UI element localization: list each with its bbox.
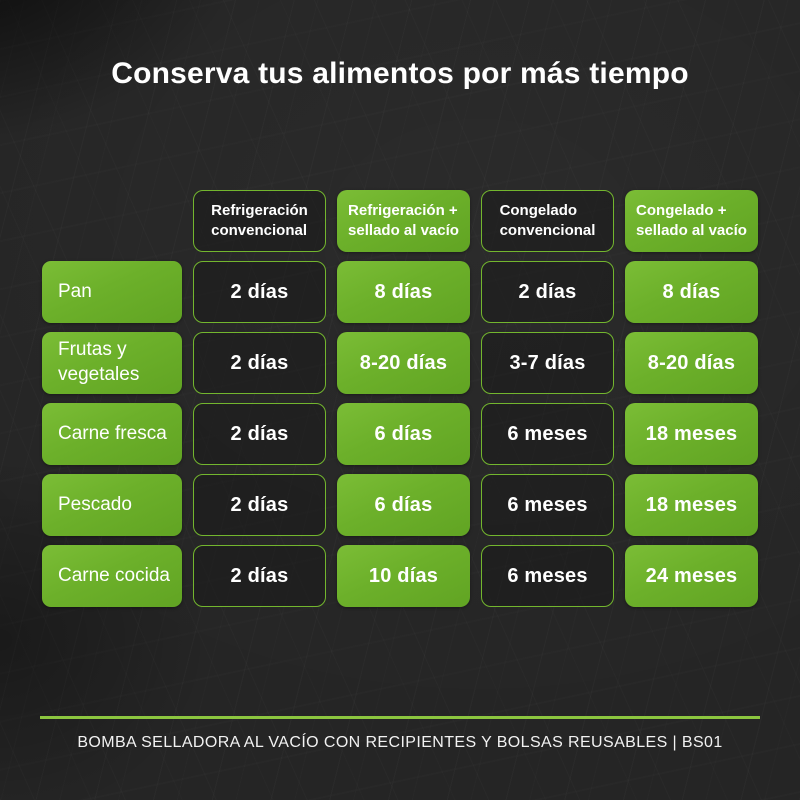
value-cell: 8-20 días xyxy=(625,332,758,394)
value-cell: 2 días xyxy=(481,261,614,323)
value-cell: 6 días xyxy=(337,403,470,465)
col-header-congelado-convencional: Congelado convencional xyxy=(481,190,614,252)
value-cell: 24 meses xyxy=(625,545,758,607)
value-cell: 6 meses xyxy=(481,545,614,607)
value-cell: 6 meses xyxy=(481,474,614,536)
value-cell: 8 días xyxy=(625,261,758,323)
footer-divider xyxy=(40,716,760,719)
value-cell: 2 días xyxy=(193,474,326,536)
col-header-refrigeracion-convencional: Refrigeración convencional xyxy=(193,190,326,252)
row-label-frutas-y-vegetales: Frutas y vegetales xyxy=(42,332,182,394)
value-cell: 6 días xyxy=(337,474,470,536)
col-header-congelado-sellado: Congelado + sellado al vacío xyxy=(625,190,758,252)
row-label-pescado: Pescado xyxy=(42,474,182,536)
value-cell: 10 días xyxy=(337,545,470,607)
col-header-text: Refrigeración + sellado al vacío xyxy=(348,201,459,239)
col-header-text: Congelado convencional xyxy=(499,201,596,239)
col-header-refrigeracion-sellado: Refrigeración + sellado al vacío xyxy=(337,190,470,252)
row-label-carne-fresca: Carne fresca xyxy=(42,403,182,465)
value-cell: 8-20 días xyxy=(337,332,470,394)
value-cell: 6 meses xyxy=(481,403,614,465)
value-cell: 2 días xyxy=(193,261,326,323)
row-label-pan: Pan xyxy=(42,261,182,323)
preservation-table: Refrigeración convencional Refrigeración… xyxy=(42,190,758,607)
col-header-text: Refrigeración convencional xyxy=(211,201,308,239)
col-header-text: Congelado + sellado al vacío xyxy=(636,201,747,239)
value-cell: 2 días xyxy=(193,545,326,607)
value-cell: 2 días xyxy=(193,403,326,465)
value-cell: 18 meses xyxy=(625,474,758,536)
footer-caption: BOMBA SELLADORA AL VACÍO CON RECIPIENTES… xyxy=(77,734,723,751)
value-cell: 8 días xyxy=(337,261,470,323)
value-cell: 2 días xyxy=(193,332,326,394)
value-cell: 3-7 días xyxy=(481,332,614,394)
table-corner-spacer xyxy=(42,190,182,252)
value-cell: 18 meses xyxy=(625,403,758,465)
page-title: Conserva tus alimentos por más tiempo xyxy=(111,57,689,90)
row-label-carne-cocida: Carne cocida xyxy=(42,545,182,607)
